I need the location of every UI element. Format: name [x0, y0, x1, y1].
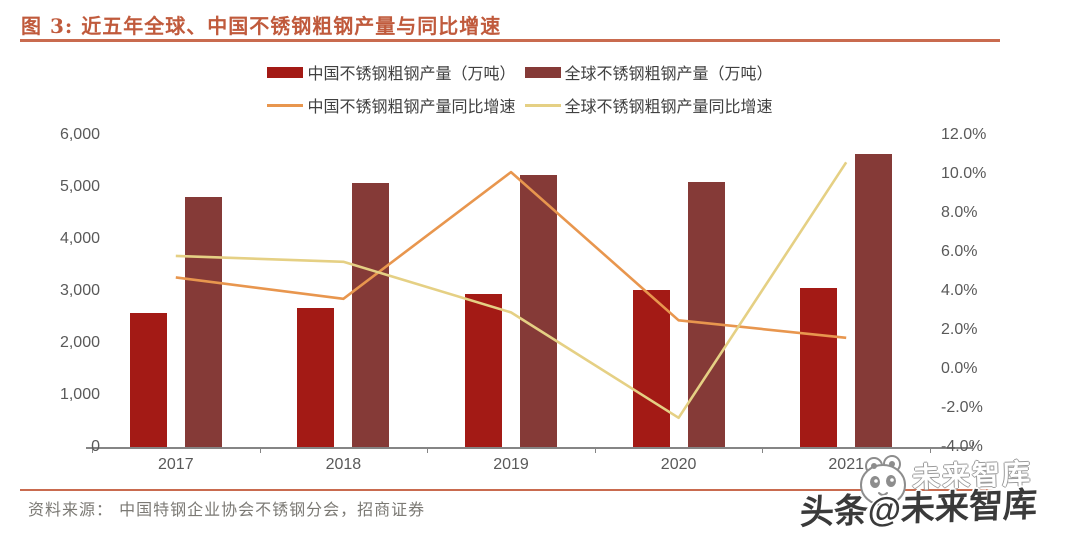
chart-legend: 中国不锈钢粗钢产量（万吨） 全球不锈钢粗钢产量（万吨） 中国不锈钢粗钢产量同比增…	[0, 60, 1040, 117]
watermark-main-text: 头条@未来智库	[799, 485, 1038, 533]
legend-label: 全球不锈钢粗钢产量（万吨）	[564, 66, 773, 83]
x-axis-category-label: 2017	[158, 456, 194, 473]
left-axis-tick-label: 1,000	[59, 386, 100, 403]
figure-title: 图 3: 近五年全球、中国不锈钢粗钢产量与同比增速	[21, 14, 502, 38]
x-axis-category-label: 2021	[828, 456, 864, 473]
x-axis-line	[86, 447, 972, 449]
x-axis-tick	[972, 442, 973, 449]
left-axis-tick-label: 0	[91, 438, 100, 455]
x-axis-tick	[594, 447, 596, 453]
data-source-note: 资料来源： 中国特钢企业协会不锈钢分会，招商证券	[28, 500, 426, 519]
left-axis-tick-label: 5,000	[59, 178, 100, 195]
right-axis-tick-label: 10.0%	[941, 165, 987, 182]
right-axis-tick-label: 6.0%	[941, 243, 978, 260]
left-axis-tick-label: 2,000	[59, 334, 100, 351]
footer-rule	[20, 489, 1000, 491]
growth-lines-layer	[175, 161, 848, 420]
x-axis-tick	[762, 447, 764, 453]
bar-global-2019	[520, 175, 557, 447]
x-axis-tick	[427, 447, 429, 453]
x-axis-category-label: 2019	[493, 456, 529, 473]
right-axis-tick-label: -2.0%	[941, 399, 983, 416]
bar-china-2017	[129, 312, 167, 447]
bar-china-2020	[632, 290, 670, 447]
bar-china-2021	[800, 287, 838, 447]
legend-item-global-growth: 全球不锈钢粗钢产量同比增速	[524, 93, 773, 117]
x-axis-tick	[930, 447, 931, 453]
title-underline	[20, 39, 1000, 42]
left-axis-tick-label: 6,000	[59, 126, 100, 143]
right-axis-tick-label: 12.0%	[941, 126, 987, 143]
bar-global-2021	[855, 154, 893, 447]
bar-global-2017	[184, 196, 222, 447]
x-axis-category-label: 2018	[325, 456, 362, 473]
right-axis-tick-label: 2.0%	[941, 321, 978, 338]
china-bar-swatch-icon	[267, 66, 304, 78]
x-axis-tick	[259, 447, 261, 453]
left-axis-tick-label: 3,000	[59, 282, 100, 299]
right-axis-tick-label: 4.0%	[941, 282, 978, 299]
china-growth-line	[175, 170, 847, 340]
legend-label: 全球不锈钢粗钢产量同比增速	[564, 99, 773, 116]
legend-row-bars: 中国不锈钢粗钢产量（万吨） 全球不锈钢粗钢产量（万吨）	[267, 60, 773, 84]
x-axis-category-label: 2020	[660, 456, 697, 473]
china-line-swatch-icon	[267, 103, 304, 107]
legend-label: 中国不锈钢粗钢产量（万吨）	[307, 66, 516, 83]
right-axis-tick-label: 8.0%	[941, 204, 978, 221]
right-axis-tick-label: 0.0%	[941, 360, 978, 377]
legend-item-china-production: 中国不锈钢粗钢产量（万吨）	[267, 60, 516, 84]
bar-global-2020	[687, 182, 725, 447]
legend-row-lines: 中国不锈钢粗钢产量同比增速 全球不锈钢粗钢产量同比增速	[267, 93, 773, 117]
x-axis-tick	[92, 447, 93, 453]
panda-icon	[860, 455, 906, 506]
legend-item-global-production: 全球不锈钢粗钢产量（万吨）	[524, 60, 773, 84]
bar-china-2018	[297, 308, 335, 447]
global-line-swatch-icon	[524, 103, 561, 107]
legend-item-china-growth: 中国不锈钢粗钢产量同比增速	[267, 93, 516, 117]
global-growth-line	[175, 161, 848, 420]
watermark: 未来智库 头条@未来智库	[799, 454, 1078, 533]
bar-china-2019	[465, 294, 502, 447]
bar-global-2018	[352, 183, 390, 447]
legend-label: 中国不锈钢粗钢产量同比增速	[307, 99, 516, 116]
global-bar-swatch-icon	[524, 66, 561, 78]
right-axis-tick-label: -4.0%	[941, 438, 983, 455]
left-axis-tick-label: 4,000	[59, 230, 100, 247]
